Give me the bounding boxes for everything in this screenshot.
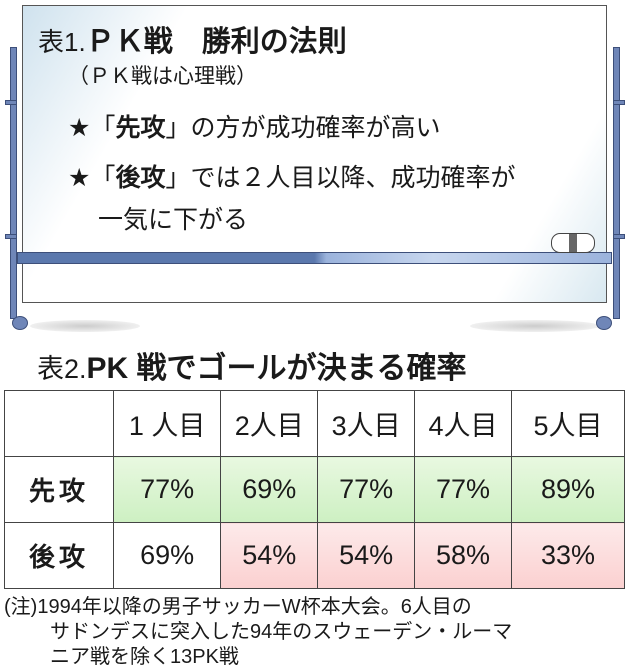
table-header-row: 1 人目 2人目 3人目 4人目 5人目 bbox=[4, 390, 625, 457]
shadow bbox=[470, 320, 600, 332]
table-row: 後攻 69% 54% 54% 58% 33% bbox=[4, 522, 625, 589]
header-cell: 1 人目 bbox=[112, 390, 222, 457]
footnote-line: (注)1994年以降の男子サッカーW杯本大会。6人目の bbox=[4, 596, 472, 618]
board-subtitle: （ＰＫ戦は心理戦） bbox=[68, 65, 257, 88]
wheel bbox=[12, 316, 28, 330]
value-cell: 69% bbox=[112, 522, 222, 589]
header-cell: 3人目 bbox=[317, 390, 416, 457]
board-peg bbox=[5, 234, 17, 239]
table-title: 表2.PK 戦でゴールが決まる確率 bbox=[37, 352, 467, 385]
value-cell: 58% bbox=[414, 522, 512, 589]
shadow bbox=[30, 320, 140, 332]
footnote-line: ニア戦を除く13PK戦 bbox=[50, 646, 239, 668]
board-title: 表1.ＰＫ戦 勝利の法則 bbox=[38, 26, 347, 58]
header-cell: 4人目 bbox=[414, 390, 512, 457]
value-cell: 89% bbox=[511, 456, 625, 523]
footnote: (注)1994年以降の男子サッカーW杯本大会。6人目の サドンデスに突入した94… bbox=[4, 595, 512, 670]
board-leg bbox=[10, 47, 17, 319]
eraser-icon bbox=[551, 233, 595, 253]
board-tray bbox=[17, 252, 612, 264]
board-peg bbox=[613, 100, 625, 105]
footnote-line: サドンデスに突入した94年のスウェーデン・ルーマ bbox=[50, 621, 513, 643]
probability-table: 1 人目 2人目 3人目 4人目 5人目 先攻 77% 69% 77% 77% … bbox=[4, 390, 625, 589]
value-cell: 33% bbox=[511, 522, 625, 589]
row-label: 先攻 bbox=[4, 456, 114, 523]
board-point-continued: 一気に下がる bbox=[98, 206, 249, 234]
wheel bbox=[596, 316, 612, 330]
header-cell bbox=[4, 390, 114, 457]
table-row: 先攻 77% 69% 77% 77% 89% bbox=[4, 456, 625, 523]
value-cell: 77% bbox=[112, 456, 222, 523]
board-leg bbox=[613, 47, 620, 319]
board-point: ★「後攻」では２人目以降、成功確率が bbox=[68, 164, 516, 192]
value-cell: 54% bbox=[220, 522, 319, 589]
header-cell: 2人目 bbox=[220, 390, 319, 457]
board-peg bbox=[613, 234, 625, 239]
value-cell: 54% bbox=[317, 522, 416, 589]
board-point: ★「先攻」の方が成功確率が高い bbox=[68, 114, 441, 142]
value-cell: 69% bbox=[220, 456, 319, 523]
header-cell: 5人目 bbox=[511, 390, 625, 457]
value-cell: 77% bbox=[317, 456, 416, 523]
value-cell: 77% bbox=[414, 456, 512, 523]
row-label: 後攻 bbox=[4, 522, 114, 589]
board-peg bbox=[5, 100, 17, 105]
